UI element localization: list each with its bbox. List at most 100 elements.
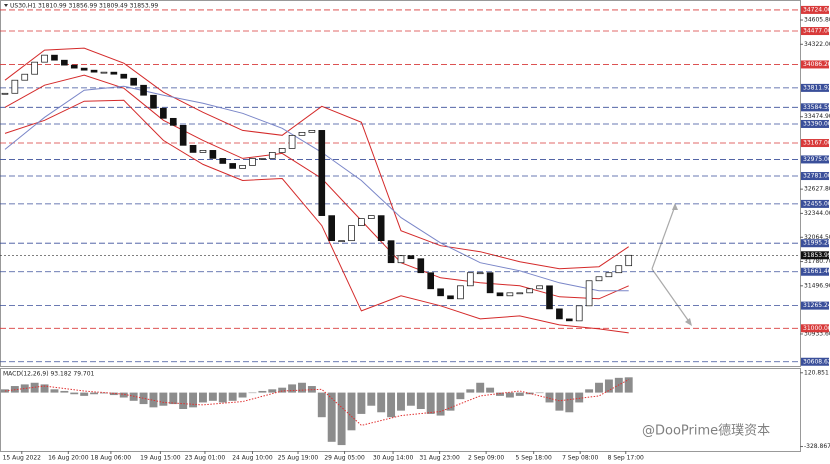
candle	[377, 215, 385, 242]
forecast-arrows	[651, 203, 692, 326]
candle	[110, 71, 118, 75]
candle	[1, 92, 9, 95]
candle	[80, 67, 88, 71]
level-label: 34724.00	[803, 6, 830, 13]
candle	[427, 272, 435, 290]
candle	[61, 59, 68, 66]
candle	[169, 117, 177, 126]
candle	[506, 292, 514, 297]
x-tick-label: 24 Aug 10:00	[232, 455, 273, 462]
candle	[476, 272, 484, 275]
level-tag	[801, 324, 829, 333]
macd-bar	[347, 392, 356, 431]
level-label: 31000.00	[803, 325, 830, 332]
macd-bar	[575, 392, 584, 403]
level-tag	[801, 172, 829, 181]
candle	[100, 71, 108, 74]
macd-bar	[90, 392, 99, 395]
macd-bar	[258, 390, 267, 393]
x-tick-label: 5 Sep 18:00	[516, 455, 552, 462]
candle	[70, 64, 78, 69]
candle	[21, 73, 29, 81]
candle	[338, 240, 345, 243]
macd-bar	[624, 377, 633, 393]
macd-panel	[0, 368, 801, 452]
level-tag	[801, 301, 829, 310]
macd-bar	[466, 389, 475, 393]
level-label: 34086.20	[803, 61, 830, 68]
candle	[367, 215, 375, 219]
macd-bar	[189, 392, 198, 408]
macd-bar	[337, 392, 346, 446]
candle	[229, 163, 236, 169]
candle	[219, 158, 227, 164]
candle	[387, 240, 395, 264]
candle	[556, 308, 563, 320]
last-price-tag	[801, 251, 829, 260]
menu-arrow	[4, 4, 8, 7]
candle	[565, 318, 573, 322]
y-tick-label: 33474.90	[804, 113, 830, 120]
macd-bar	[179, 392, 188, 409]
macd-bar	[426, 392, 435, 414]
candle	[268, 152, 276, 159]
macd-bar	[515, 392, 524, 396]
candle	[288, 134, 296, 149]
level-label: 33390.00	[803, 120, 830, 127]
level-tag	[801, 139, 829, 148]
level-tag	[801, 103, 829, 112]
macd-bar	[604, 379, 613, 393]
macd-bar	[456, 392, 465, 400]
macd-bar	[357, 392, 366, 414]
candle	[625, 254, 633, 267]
macd-bar	[169, 392, 178, 405]
candle	[249, 158, 256, 166]
candle	[447, 295, 454, 300]
macd-bar	[317, 392, 326, 418]
macd-bar	[50, 389, 59, 393]
macd-bar	[199, 392, 207, 403]
candle	[546, 285, 553, 310]
level-tag	[801, 27, 829, 36]
macd-bar	[505, 392, 514, 398]
macd-bar	[476, 382, 485, 393]
candle	[348, 225, 355, 242]
macd-bar	[387, 392, 396, 418]
level-tag	[801, 267, 829, 276]
candle	[585, 280, 593, 307]
level-tag	[801, 119, 829, 128]
watermark: @DooPrime德璞资本	[642, 424, 770, 439]
macd-bar	[377, 392, 386, 413]
y-tick-label: 34605.80	[804, 17, 830, 24]
candle	[31, 61, 38, 75]
candle	[308, 130, 316, 133]
candle	[486, 272, 494, 294]
candle	[278, 148, 286, 153]
macd-bar	[406, 392, 415, 406]
x-tick-label: 30 Aug 14:00	[373, 455, 414, 462]
candle	[11, 79, 19, 94]
candle	[466, 272, 474, 287]
candle	[457, 285, 464, 300]
candle	[239, 165, 246, 169]
macd-bar	[0, 389, 9, 393]
indicator-line	[4, 99, 629, 334]
candle	[209, 150, 217, 159]
macd-bar	[555, 392, 564, 411]
last-price-label: 31853.99	[803, 252, 830, 259]
candle	[417, 258, 425, 274]
macd-bar	[416, 392, 425, 409]
level-label: 32781.00	[803, 173, 830, 180]
macd-bar	[70, 392, 79, 395]
macd-bar	[446, 392, 455, 411]
x-tick-label: 31 Aug 23:00	[419, 455, 460, 462]
macd-bar	[248, 392, 257, 394]
level-label: 30608.62	[803, 358, 830, 365]
candle	[516, 292, 524, 295]
macd-bar	[327, 392, 336, 442]
candle	[437, 288, 444, 297]
candle	[496, 292, 504, 297]
macd-bar	[60, 390, 69, 393]
macd-bar	[288, 384, 297, 393]
